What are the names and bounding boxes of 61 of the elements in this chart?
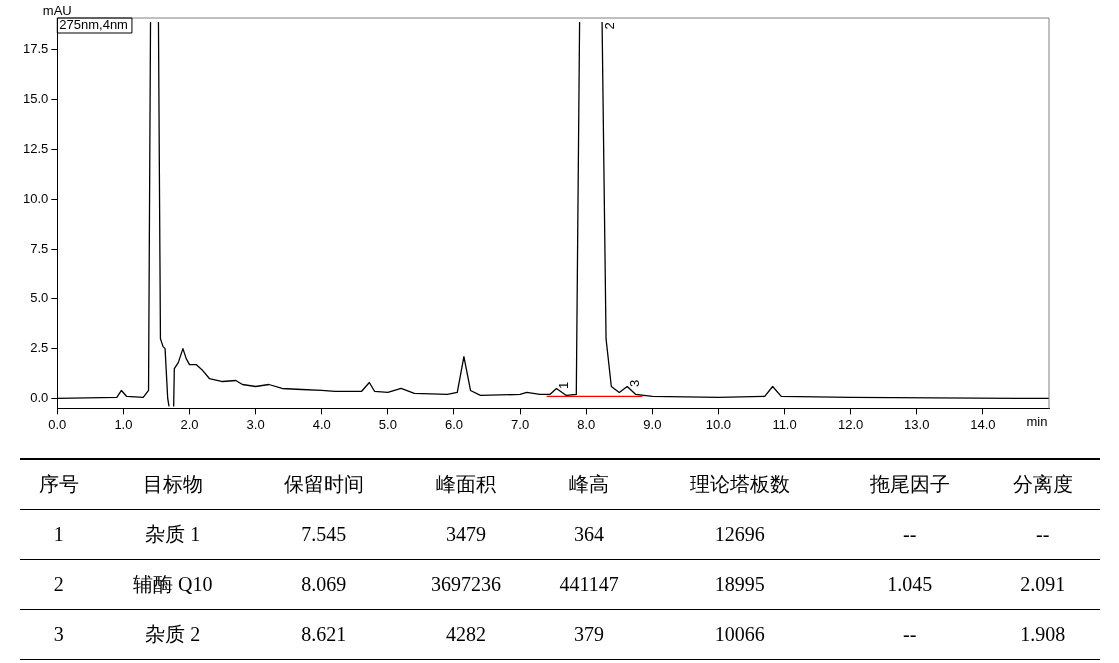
text: 10066 [714,623,765,645]
category-label: 分离度 [985,459,1100,510]
y-tick-label: 7.5 [30,240,49,256]
x-tick-label: 1.0 [114,416,133,432]
x-tick-label: 14.0 [970,416,996,432]
x-tick-label: 4.0 [312,416,331,432]
y-tick-label: 5.0 [30,290,49,306]
text: 441147 [559,573,619,595]
text: 辅酶 Q10 [133,573,213,595]
category-label: 理论塔板数 [645,459,834,510]
y-tick-label: 10.0 [22,190,49,206]
text: 3 [53,623,64,645]
x-tick-label: 5.0 [378,416,397,432]
category-label: 序号 [20,459,98,510]
x-tick-label: 12.0 [838,416,864,432]
annotation: 275nm,4nm [59,17,128,33]
x-tick-label: 13.0 [904,416,930,432]
text: 1 [53,523,64,545]
annotation: 3 [626,379,642,388]
annotation: 1 [555,381,571,390]
category-label: 峰高 [532,459,646,510]
category-label: 峰面积 [399,459,533,510]
text: 2 [53,573,64,595]
text: -- [903,523,917,545]
y-tick-label: 0.0 [30,390,49,406]
text: 杂质 1 [145,523,201,545]
x-axis-title: min [1026,414,1048,430]
y-tick-label: 15.0 [22,91,49,107]
y-tick-label: 17.5 [22,41,49,57]
text: 7.545 [301,523,347,545]
x-tick-label: 6.0 [444,416,464,432]
x-tick-label: 2.0 [180,416,199,432]
annotation: 2 [601,22,617,30]
text: 杂质 2 [145,623,201,645]
text: 8.069 [301,573,347,595]
text: 2.091 [1020,573,1066,595]
text: -- [1036,523,1050,545]
text: 3479 [445,523,486,545]
text: -- [903,623,917,645]
category-label: 保留时间 [248,459,400,510]
text: 8.621 [301,623,347,645]
y-tick-label: 2.5 [30,340,49,356]
x-tick-label: 7.0 [511,416,530,432]
y-axis-title: mAU [42,3,72,19]
text: 1.908 [1020,623,1066,645]
category-label: 目标物 [97,459,248,510]
text: 4282 [445,623,486,645]
x-tick-label: 11.0 [772,416,797,432]
x-tick-label: 8.0 [577,416,596,432]
text: 1.045 [887,573,933,595]
x-tick-label: 3.0 [246,416,265,432]
text: 364 [574,523,605,545]
text: 3697236 [430,573,501,595]
x-tick-label: 9.0 [643,416,662,432]
text: 12696 [714,523,765,545]
y-tick-label: 12.5 [22,141,49,157]
text: 379 [574,623,605,645]
category-label: 拖尾因子 [833,459,986,510]
text: 18995 [714,573,765,595]
x-tick-label: 10.0 [705,416,732,432]
x-tick-label: 0.0 [48,416,67,432]
